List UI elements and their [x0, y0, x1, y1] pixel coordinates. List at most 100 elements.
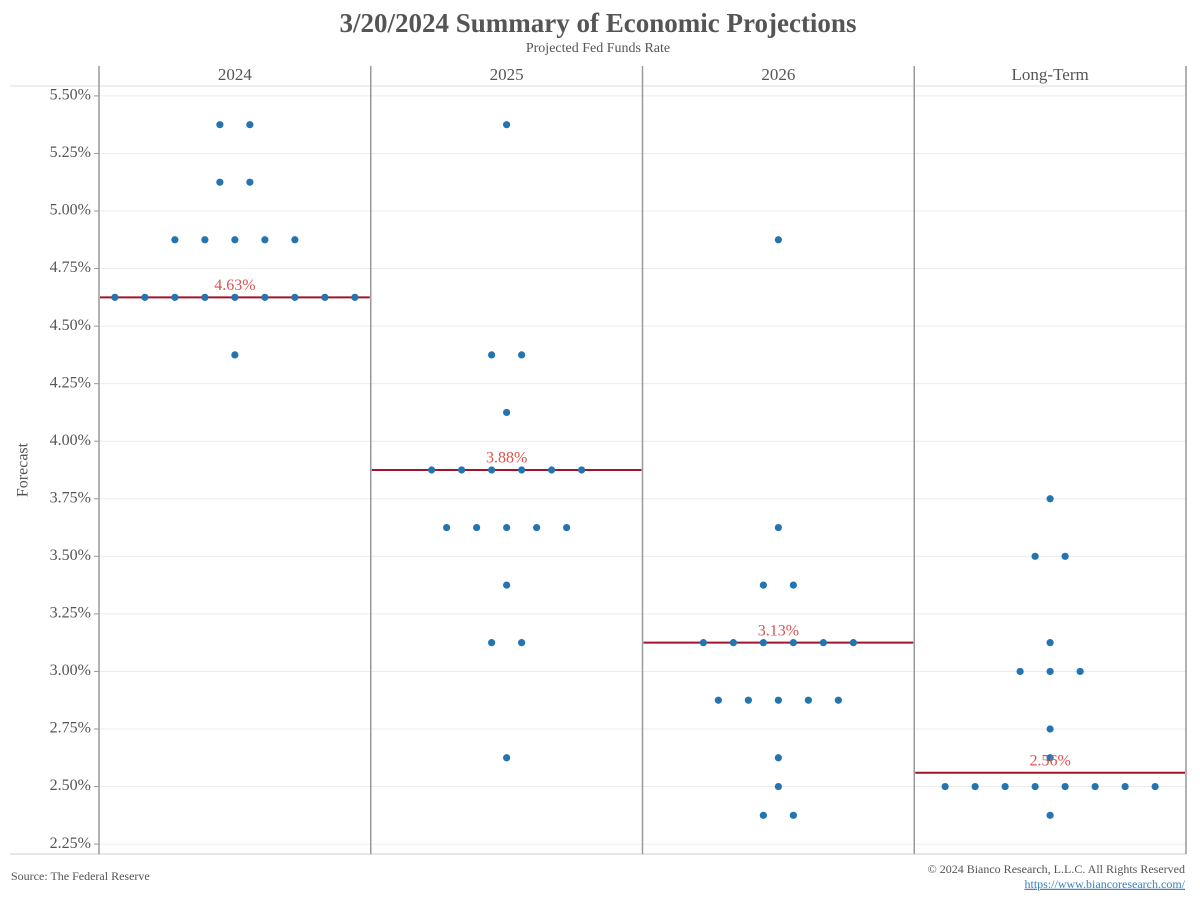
dot — [351, 293, 359, 301]
dot — [231, 293, 239, 301]
dot — [488, 466, 496, 474]
panel-header: 2024 — [218, 65, 253, 84]
panel-header: 2025 — [490, 65, 524, 84]
median-label: 2.56% — [1029, 752, 1070, 769]
y-axis-label: Forecast — [15, 442, 32, 497]
dot — [503, 121, 511, 129]
dot — [1061, 552, 1069, 560]
dot — [458, 466, 466, 474]
dot — [714, 696, 722, 704]
dot — [246, 178, 254, 186]
dot — [744, 696, 752, 704]
y-tick-label: 3.50% — [50, 547, 91, 564]
dot — [1031, 552, 1039, 560]
dot — [216, 178, 224, 186]
dot — [503, 581, 511, 589]
y-tick-label: 5.00% — [50, 202, 91, 219]
dot — [321, 293, 329, 301]
dot — [231, 236, 239, 244]
dot — [216, 121, 224, 129]
median-label: 3.13% — [758, 622, 799, 639]
dot — [1046, 639, 1054, 647]
y-tick-label: 4.00% — [50, 432, 91, 449]
y-tick-label: 2.50% — [50, 777, 91, 794]
panel-header: 2026 — [761, 65, 795, 84]
y-tick-label: 3.75% — [50, 489, 91, 506]
y-tick-label: 4.50% — [50, 317, 91, 334]
dot — [759, 581, 767, 589]
dot — [789, 639, 797, 647]
dot — [729, 639, 737, 647]
dot — [518, 351, 526, 359]
dot — [428, 466, 436, 474]
dot — [1061, 782, 1069, 791]
dot — [246, 121, 254, 129]
dot — [1046, 495, 1054, 503]
dot — [201, 293, 209, 301]
dot — [774, 782, 782, 791]
copyright: © 2024 Bianco Research, L.L.C. All Right… — [928, 862, 1185, 876]
y-tick-label: 4.75% — [50, 259, 91, 276]
dot — [699, 639, 707, 647]
dot — [141, 293, 149, 301]
dot — [171, 236, 179, 244]
panel-header: Long-Term — [1012, 65, 1089, 84]
y-tick-label: 3.00% — [50, 662, 91, 679]
dot — [548, 466, 556, 474]
y-tick-label: 5.50% — [50, 87, 91, 104]
y-tick-label: 2.75% — [50, 720, 91, 737]
dot — [941, 782, 949, 791]
dot — [804, 696, 812, 704]
dot — [518, 466, 526, 474]
dot — [503, 523, 511, 532]
y-tick-label: 2.25% — [50, 835, 91, 852]
dot — [819, 639, 827, 647]
dot — [261, 236, 269, 244]
dot — [1001, 782, 1009, 791]
dot — [1046, 725, 1054, 733]
dot — [789, 581, 797, 589]
dot — [849, 639, 857, 647]
dot — [1046, 811, 1054, 819]
source: Source: The Federal Reserve — [11, 869, 150, 883]
dot — [774, 523, 782, 532]
dot — [1046, 754, 1054, 762]
chart-subtitle: Projected Fed Funds Rate — [526, 41, 670, 56]
dot — [201, 236, 209, 244]
chart-title: 3/20/2024 Summary of Economic Projection… — [340, 8, 857, 38]
dot — [111, 293, 119, 301]
dot — [443, 523, 451, 532]
y-tick-label: 4.25% — [50, 374, 91, 391]
y-tick-label: 5.25% — [50, 144, 91, 161]
dot — [759, 811, 767, 819]
dot — [774, 696, 782, 704]
dot — [1151, 782, 1159, 791]
dot — [1121, 782, 1129, 791]
dot — [563, 523, 571, 532]
dot — [774, 754, 782, 762]
dot — [759, 639, 767, 647]
website-link[interactable]: https://www.biancoresearch.com/ — [1024, 877, 1185, 891]
dot — [231, 351, 239, 359]
dot — [789, 811, 797, 819]
median-label: 4.63% — [214, 277, 255, 294]
dot — [1031, 782, 1039, 791]
dot — [533, 523, 541, 532]
dot — [503, 408, 511, 417]
dot — [1016, 667, 1024, 676]
median-label: 3.88% — [486, 450, 527, 467]
dot — [1076, 667, 1084, 676]
dot — [473, 523, 481, 532]
dot — [291, 293, 299, 301]
dot — [171, 293, 179, 301]
dot — [488, 639, 496, 647]
dot — [503, 754, 511, 762]
dot — [291, 236, 299, 244]
dot — [1046, 667, 1054, 676]
dot — [971, 782, 979, 791]
dot — [774, 236, 782, 244]
dot — [518, 639, 526, 647]
dot — [578, 466, 586, 474]
dot — [834, 696, 842, 704]
